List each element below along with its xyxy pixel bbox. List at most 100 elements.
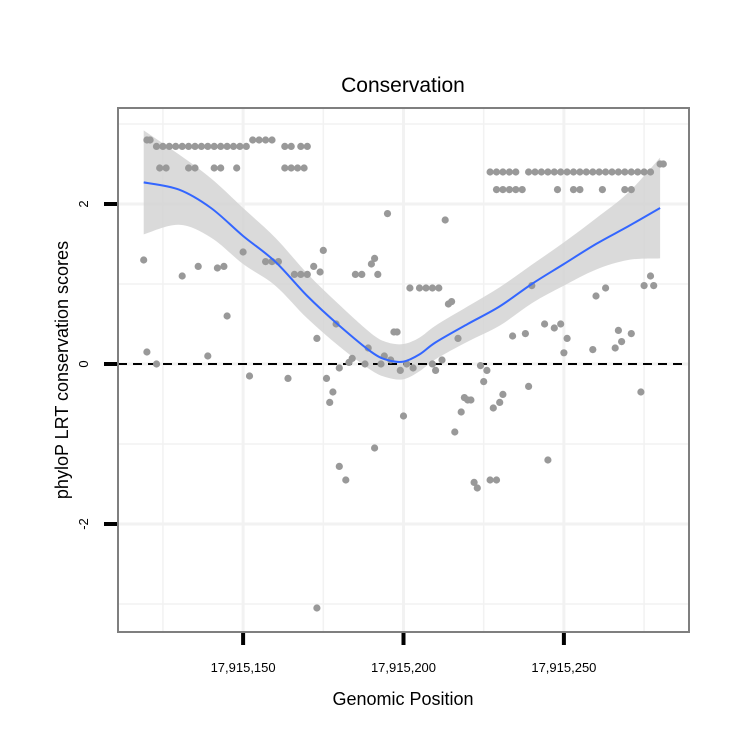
data-point bbox=[499, 186, 507, 194]
data-point bbox=[358, 270, 366, 278]
data-point bbox=[300, 164, 308, 172]
data-point bbox=[569, 168, 578, 176]
data-point bbox=[290, 270, 298, 278]
data-point bbox=[152, 142, 161, 150]
data-point bbox=[255, 136, 263, 144]
data-point bbox=[194, 262, 202, 270]
data-point bbox=[152, 360, 161, 368]
data-point bbox=[499, 168, 507, 176]
data-point bbox=[313, 604, 321, 612]
chart-title: Conservation bbox=[341, 74, 465, 97]
data-point bbox=[297, 142, 305, 150]
data-point bbox=[374, 270, 382, 278]
data-point bbox=[563, 334, 571, 342]
x-tick-label: 17,915,250 bbox=[531, 660, 596, 675]
data-point bbox=[627, 330, 635, 338]
x-axis: 17,915,150 17,915,200 17,915,250 bbox=[211, 633, 596, 675]
data-point bbox=[294, 164, 302, 172]
data-point bbox=[204, 352, 212, 360]
data-point bbox=[399, 412, 408, 420]
data-point bbox=[560, 349, 568, 357]
data-point bbox=[569, 186, 578, 194]
data-point bbox=[329, 388, 337, 396]
data-point bbox=[621, 186, 629, 194]
data-point bbox=[592, 292, 600, 300]
data-point bbox=[213, 264, 221, 272]
data-point bbox=[287, 142, 295, 150]
data-point bbox=[393, 328, 401, 336]
data-point bbox=[640, 168, 648, 176]
x-tick-label: 17,915,200 bbox=[371, 660, 436, 675]
data-point bbox=[550, 168, 558, 176]
data-point bbox=[480, 378, 488, 386]
data-point bbox=[489, 404, 497, 412]
data-point bbox=[576, 186, 584, 194]
data-point bbox=[322, 374, 331, 382]
data-point bbox=[492, 168, 501, 176]
y-tick-label: 2 bbox=[76, 200, 91, 207]
data-point bbox=[492, 186, 501, 194]
data-point bbox=[223, 142, 231, 150]
data-point bbox=[159, 142, 167, 150]
panel-border bbox=[117, 107, 690, 633]
plot-panel bbox=[117, 107, 690, 633]
data-point bbox=[640, 282, 648, 290]
data-point bbox=[508, 332, 517, 340]
data-point bbox=[553, 186, 562, 194]
data-point bbox=[245, 372, 254, 380]
data-point bbox=[146, 136, 154, 144]
data-point bbox=[204, 142, 212, 150]
data-point bbox=[512, 186, 520, 194]
data-point bbox=[262, 136, 270, 144]
data-point bbox=[371, 444, 379, 452]
data-point bbox=[335, 364, 343, 372]
data-point bbox=[165, 142, 173, 150]
data-point bbox=[310, 262, 318, 270]
data-point bbox=[576, 168, 584, 176]
y-axis-title: phyloP LRT conservation scores bbox=[52, 241, 72, 499]
data-point bbox=[627, 186, 635, 194]
data-point bbox=[162, 164, 170, 172]
data-point bbox=[319, 246, 327, 254]
data-point bbox=[435, 284, 443, 292]
data-point bbox=[262, 258, 270, 266]
data-point bbox=[467, 396, 475, 404]
data-point bbox=[185, 142, 193, 150]
x-tick-label: 17,915,150 bbox=[211, 660, 276, 675]
data-point bbox=[557, 320, 565, 328]
data-point bbox=[233, 164, 241, 172]
data-point bbox=[451, 428, 459, 436]
data-point bbox=[595, 168, 603, 176]
data-point bbox=[220, 262, 228, 270]
data-point bbox=[492, 476, 501, 484]
data-point bbox=[326, 398, 334, 406]
data-point bbox=[383, 210, 392, 218]
data-point bbox=[223, 312, 231, 320]
data-point bbox=[303, 270, 311, 278]
data-point bbox=[614, 326, 623, 334]
data-point bbox=[634, 168, 642, 176]
data-point bbox=[377, 360, 385, 368]
data-point bbox=[342, 476, 350, 484]
data-point bbox=[483, 366, 491, 374]
data-point bbox=[210, 142, 218, 150]
data-point bbox=[140, 256, 148, 264]
data-point bbox=[287, 164, 295, 172]
data-point bbox=[415, 284, 424, 292]
data-point bbox=[217, 164, 225, 172]
data-point bbox=[627, 168, 635, 176]
data-point bbox=[598, 186, 607, 194]
data-point bbox=[457, 408, 465, 416]
data-point bbox=[361, 360, 369, 368]
data-point bbox=[505, 186, 513, 194]
data-point bbox=[496, 398, 504, 406]
data-point bbox=[544, 168, 552, 176]
data-point bbox=[303, 142, 311, 150]
data-point bbox=[618, 338, 626, 346]
data-point bbox=[185, 164, 193, 172]
data-point bbox=[438, 356, 446, 364]
data-point bbox=[541, 320, 549, 328]
data-point bbox=[550, 324, 558, 332]
data-point bbox=[531, 168, 539, 176]
